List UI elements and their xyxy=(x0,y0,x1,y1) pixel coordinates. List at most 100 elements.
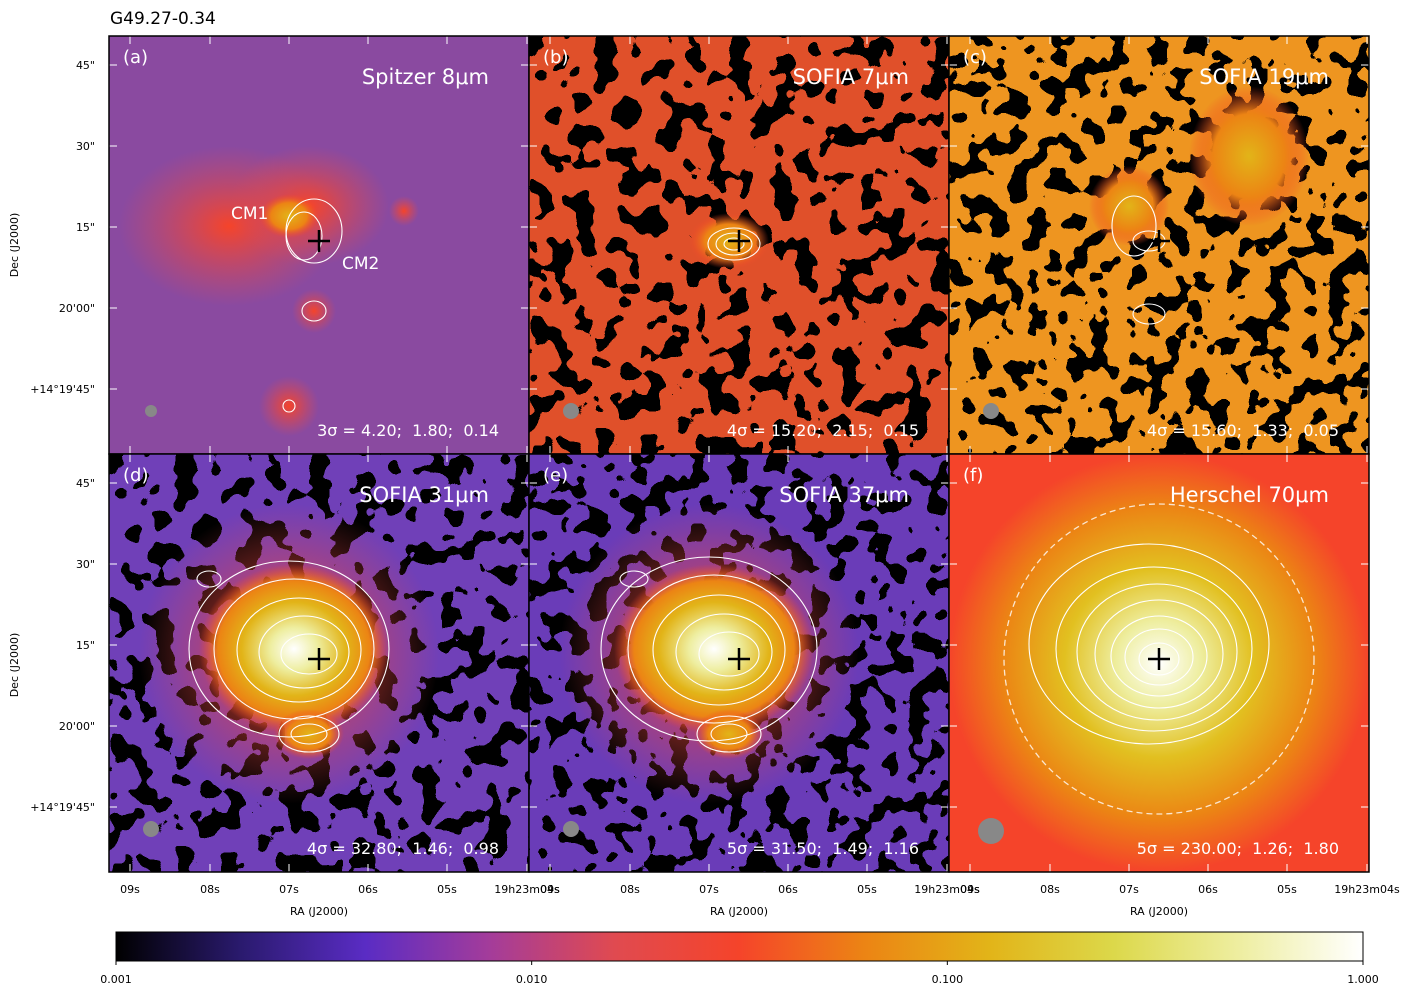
contour xyxy=(282,399,296,413)
panel-letter: (a) xyxy=(123,47,148,68)
panel: (e) SOFIA 37μm 5σ = 31.50; 1.49; 1.16 xyxy=(529,454,949,872)
panel: (f) Herschel 70μm 5σ = 230.00; 1.26; 1.80 xyxy=(949,454,1369,872)
source-cross xyxy=(308,230,330,252)
contour xyxy=(1110,615,1208,697)
dec-tick-label: +14°19'45" xyxy=(30,801,95,814)
ra-tick-label: 08s xyxy=(1040,883,1060,896)
ra-tick-label: 19h23m04s xyxy=(494,883,560,896)
panel-label: Spitzer 8μm xyxy=(362,65,489,89)
emission xyxy=(389,196,419,226)
contour xyxy=(1028,543,1270,745)
source-cross xyxy=(308,648,330,670)
contour xyxy=(188,560,390,738)
contour xyxy=(301,300,327,322)
x-axis-label: RA (J2000) xyxy=(1130,905,1188,918)
panel-label: SOFIA 7μm xyxy=(793,65,909,89)
ra-tick-label: 07s xyxy=(699,883,719,896)
emission xyxy=(259,376,319,436)
contour xyxy=(710,723,748,745)
panel: (b) SOFIA 7μm 4σ = 15.20; 2.15; 0.15 xyxy=(529,36,949,454)
sigma-levels: 4σ = 15.20; 2.15; 0.15 xyxy=(727,421,919,440)
ra-tick-label: 05s xyxy=(1277,883,1297,896)
ra-tick-label: 07s xyxy=(1119,883,1139,896)
panel-letter: (f) xyxy=(963,465,983,486)
colorbar-tick-label: 0.100 xyxy=(932,973,964,986)
colorbar-tick-label: 0.010 xyxy=(516,973,548,986)
source-cross xyxy=(728,230,750,252)
ra-tick-label: 09s xyxy=(960,883,980,896)
contour xyxy=(213,578,375,720)
ra-tick-label: 06s xyxy=(358,883,378,896)
emission xyxy=(614,564,814,734)
figure-title: G49.27-0.34 xyxy=(110,9,216,29)
ra-tick-label: 06s xyxy=(778,883,798,896)
y-axis-label: Dec (J2000) xyxy=(8,213,21,278)
beam xyxy=(143,821,159,837)
emission xyxy=(1089,166,1169,246)
panel-label: SOFIA 37μm xyxy=(779,483,909,507)
contour xyxy=(627,574,801,724)
dec-tick-label: 20'00" xyxy=(59,720,95,733)
beam xyxy=(978,818,1004,844)
x-axis-label: RA (J2000) xyxy=(290,905,348,918)
contour xyxy=(723,237,745,251)
y-axis-label: Dec (J2000) xyxy=(8,633,21,698)
contour xyxy=(1124,628,1194,686)
ra-tick-label: 07s xyxy=(279,883,299,896)
source-cross xyxy=(1148,648,1170,670)
panel-label: SOFIA 31μm xyxy=(359,483,489,507)
panel-letter: (d) xyxy=(123,465,148,486)
ra-tick-label: 19h23m04s xyxy=(914,883,980,896)
source-cross xyxy=(728,648,750,670)
sigma-levels: 4σ = 15.60; 1.33; 0.05 xyxy=(1147,421,1339,440)
ra-tick-label: 08s xyxy=(620,883,640,896)
panel: (c) SOFIA 19μm 4σ = 15.60; 1.33; 0.05 xyxy=(949,36,1369,454)
emission xyxy=(694,709,764,759)
colorbar-tick-label: 1.000 xyxy=(1347,973,1379,986)
contour xyxy=(675,613,773,691)
source-cross xyxy=(1148,230,1170,252)
panel-label: SOFIA 19μm xyxy=(1199,65,1329,89)
contour xyxy=(600,556,818,742)
ra-tick-label: 05s xyxy=(437,883,457,896)
ra-tick-label: 08s xyxy=(200,883,220,896)
panel: (d) SOFIA 31μm 4σ = 32.80; 1.46; 0.98 xyxy=(109,454,529,872)
contour xyxy=(715,232,753,256)
annotation: CM2 xyxy=(342,254,379,274)
panel-letter: (c) xyxy=(963,47,987,68)
contour xyxy=(290,723,328,745)
beam xyxy=(145,405,157,417)
dec-tick-label: 45" xyxy=(76,59,95,72)
panel-letter: (e) xyxy=(543,465,568,486)
contour xyxy=(258,615,350,689)
sigma-levels: 5σ = 230.00; 1.26; 1.80 xyxy=(1137,839,1339,858)
sigma-levels: 4σ = 32.80; 1.46; 0.98 xyxy=(307,839,499,858)
dec-tick-label: 20'00" xyxy=(59,302,95,315)
contour xyxy=(1132,303,1166,325)
panel-frame xyxy=(948,453,1370,873)
contour xyxy=(1076,583,1238,721)
ra-tick-label: 06s xyxy=(1198,883,1218,896)
contour xyxy=(1138,642,1180,676)
colorbar xyxy=(115,931,1364,962)
dec-tick-label: +14°19'45" xyxy=(30,383,95,396)
panel: (a) Spitzer 8μm 3σ = 4.20; 1.80; 0.14 CM1 CM… xyxy=(109,36,529,454)
x-axis-label: RA (J2000) xyxy=(710,905,768,918)
contour xyxy=(285,211,323,261)
beam xyxy=(563,821,579,837)
contour xyxy=(696,715,762,753)
contour xyxy=(236,597,362,703)
contour xyxy=(280,633,338,675)
panel-label: Herschel 70μm xyxy=(1170,483,1329,507)
sigma-levels: 5σ = 31.50; 1.49; 1.16 xyxy=(727,839,919,858)
dec-tick-label: 30" xyxy=(76,140,95,153)
colorbar-tick-label: 0.001 xyxy=(100,973,132,986)
aperture xyxy=(1003,503,1315,815)
contour xyxy=(278,715,340,753)
contour xyxy=(1111,195,1157,257)
panel-letter: (b) xyxy=(543,47,568,68)
beam xyxy=(563,403,579,419)
contour xyxy=(196,570,222,588)
ra-tick-label: 09s xyxy=(540,883,560,896)
